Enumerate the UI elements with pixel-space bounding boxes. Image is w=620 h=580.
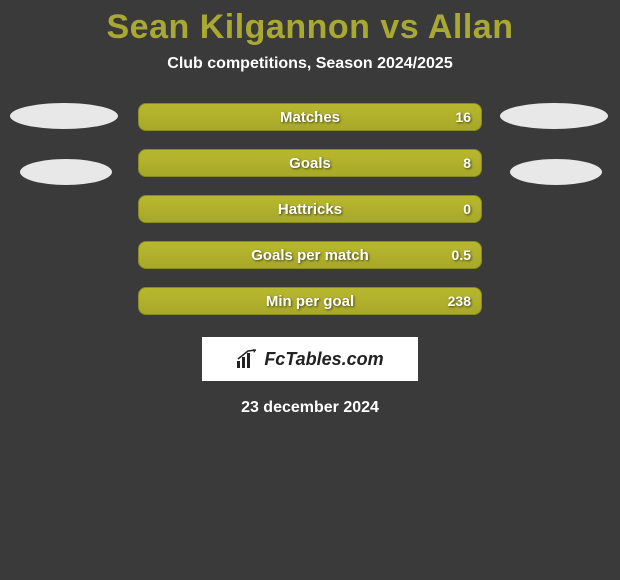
player-ellipse bbox=[20, 159, 112, 185]
stat-value: 0.5 bbox=[452, 247, 471, 263]
stat-bar-hattricks: Hattricks 0 bbox=[138, 195, 482, 223]
comparison-layout: Matches 16 Goals 8 Hattricks 0 Goals per… bbox=[0, 103, 620, 315]
stat-value: 0 bbox=[463, 201, 471, 217]
stat-value: 16 bbox=[455, 109, 471, 125]
stat-label: Matches bbox=[139, 109, 481, 126]
player-ellipse bbox=[500, 103, 608, 129]
stat-value: 238 bbox=[448, 293, 471, 309]
left-player-col bbox=[10, 103, 120, 185]
stat-label: Hattricks bbox=[139, 201, 481, 218]
player-ellipse bbox=[10, 103, 118, 129]
stat-value: 8 bbox=[463, 155, 471, 171]
stat-bar-matches: Matches 16 bbox=[138, 103, 482, 131]
stat-label: Goals per match bbox=[139, 247, 481, 264]
stat-label: Min per goal bbox=[139, 293, 481, 310]
page-title: Sean Kilgannon vs Allan bbox=[0, 8, 620, 47]
chart-icon bbox=[236, 349, 258, 369]
brand-logo: FcTables.com bbox=[202, 337, 418, 381]
brand-text: FcTables.com bbox=[264, 349, 383, 370]
stat-label: Goals bbox=[139, 155, 481, 172]
stat-bar-goals-per-match: Goals per match 0.5 bbox=[138, 241, 482, 269]
stat-bar-goals: Goals 8 bbox=[138, 149, 482, 177]
date-text: 23 december 2024 bbox=[0, 399, 620, 417]
stat-bar-min-per-goal: Min per goal 238 bbox=[138, 287, 482, 315]
stats-bars: Matches 16 Goals 8 Hattricks 0 Goals per… bbox=[138, 103, 482, 315]
player-ellipse bbox=[510, 159, 602, 185]
subtitle: Club competitions, Season 2024/2025 bbox=[0, 55, 620, 73]
right-player-col bbox=[500, 103, 610, 185]
